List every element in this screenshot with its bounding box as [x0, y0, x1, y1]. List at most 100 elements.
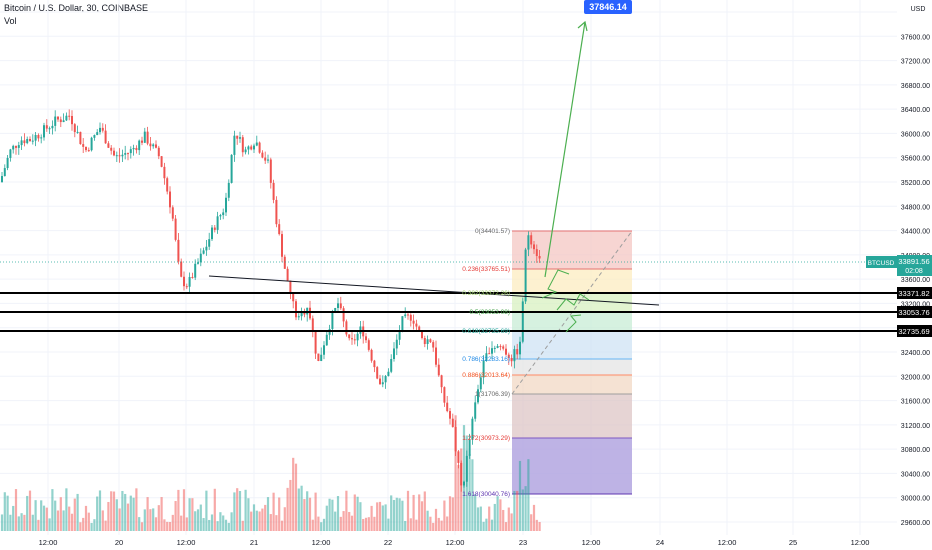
candle-body	[407, 314, 409, 316]
candle-body	[152, 144, 155, 147]
volume-bar	[474, 494, 477, 531]
fib-label-7: 1(31706.39)	[475, 391, 510, 398]
candle-body	[401, 316, 404, 332]
level-badge-1-text: 33371.82	[898, 289, 929, 298]
candle-body	[31, 140, 34, 142]
level-badge-1	[897, 287, 932, 299]
volume-bar	[292, 457, 295, 531]
candlesticks	[1, 109, 541, 492]
candle-body	[373, 360, 376, 368]
candle-body	[160, 156, 163, 167]
volume-bar	[300, 485, 303, 531]
volume-bar	[205, 490, 208, 531]
volume-bar	[149, 509, 152, 531]
volume-bar	[376, 502, 379, 531]
candle-body	[143, 131, 146, 143]
volume-bar	[398, 498, 401, 531]
candle-body	[421, 330, 423, 339]
volume-bar	[96, 496, 99, 531]
projection-arrows[interactable]	[541, 20, 590, 333]
target-label-text: 37846.14	[589, 2, 627, 12]
volume-bar	[23, 514, 26, 531]
candle-body	[127, 153, 129, 155]
candle-body	[463, 481, 465, 486]
volume-bar	[348, 511, 351, 531]
currency-label: USD	[911, 6, 926, 13]
volume-bar	[238, 491, 242, 531]
volume-bar	[65, 488, 68, 531]
candle-body	[132, 147, 135, 150]
candle-body	[9, 149, 12, 158]
volume-bar	[115, 499, 118, 531]
volume-bar	[132, 497, 135, 531]
volume-bar	[532, 504, 536, 531]
candle-body	[197, 262, 199, 264]
fib-label-1: 0.236(33765.51)	[462, 266, 510, 273]
volume-bar	[222, 515, 225, 531]
candle-body	[317, 353, 320, 361]
price-tick-label: 31200.00	[901, 423, 930, 430]
volume-bar	[493, 503, 496, 531]
time-tick-label: 22	[384, 538, 392, 547]
volume-bar	[266, 497, 270, 531]
candle-body	[51, 125, 54, 129]
price-tick-label: 35600.00	[901, 156, 930, 163]
candle-body	[129, 149, 132, 154]
fib-zone-7	[512, 394, 632, 438]
chart-grid	[0, 0, 897, 535]
volume-bar	[250, 511, 253, 531]
trend-line[interactable]	[208, 275, 660, 306]
level-badges: 33371.82 33053.76 32735.69	[897, 287, 932, 337]
candle-body	[278, 224, 281, 235]
price-tick-label: 32400.00	[901, 350, 930, 357]
candle-body	[87, 150, 90, 152]
countdown-text: 02:08	[905, 268, 923, 275]
price-tick-label: 34800.00	[901, 204, 930, 211]
volume-bar	[76, 493, 79, 531]
target-price-label[interactable]: 37846.14	[584, 0, 632, 14]
volume-bar	[336, 496, 340, 531]
candle-body	[395, 339, 398, 349]
target-arrow	[544, 21, 586, 278]
time-tick-label: 24	[656, 538, 664, 547]
candle-body	[199, 253, 202, 263]
candle-body	[107, 143, 110, 148]
price-tick-label: 32000.00	[901, 374, 930, 381]
candle-body	[26, 138, 29, 144]
candle-body	[253, 145, 255, 150]
support-resistance-levels[interactable]	[0, 292, 897, 332]
candle-body	[73, 124, 76, 133]
volume-bar	[62, 510, 65, 531]
volume-bar	[457, 464, 460, 531]
time-tick-label: 12:00	[39, 538, 58, 547]
candle-body	[429, 339, 432, 343]
candle-body	[76, 131, 79, 133]
candle-body	[43, 125, 45, 138]
volume-bar	[401, 500, 404, 531]
time-axis[interactable]: 12:00 20 12:00 21 12:00 22 12:00 23 12:00 24 12:00…	[0, 535, 932, 550]
time-tick-label: 25	[789, 538, 797, 547]
candle-body	[468, 439, 471, 456]
volume-bar	[185, 517, 188, 531]
fib-zone-4	[512, 331, 632, 359]
candle-body	[34, 134, 37, 141]
fib-retracement[interactable]	[511, 230, 633, 495]
volume-bar	[121, 490, 124, 531]
volume-bar	[17, 516, 20, 531]
path-arrow-3	[565, 314, 582, 333]
candle-body	[485, 353, 488, 361]
volume-bar	[135, 488, 138, 531]
volume-bar	[59, 497, 62, 531]
candle-body	[118, 155, 121, 157]
candle-body	[507, 354, 510, 358]
volume-bar	[345, 490, 348, 531]
candle-body	[213, 227, 216, 230]
volume-bar	[286, 487, 289, 531]
candle-body	[533, 244, 535, 250]
volume-bar	[152, 508, 155, 531]
volume-bar	[28, 490, 32, 531]
volume-bar	[258, 511, 261, 531]
volume-bar	[499, 499, 502, 531]
candle-body	[15, 145, 17, 148]
